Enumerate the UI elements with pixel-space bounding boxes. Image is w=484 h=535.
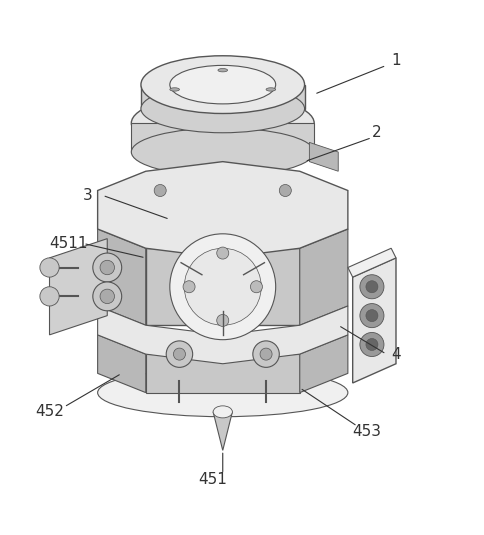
Polygon shape [98, 162, 348, 258]
Text: 3: 3 [83, 188, 93, 203]
Ellipse shape [40, 287, 59, 306]
Polygon shape [309, 142, 338, 171]
Ellipse shape [100, 289, 115, 303]
Text: 452: 452 [35, 404, 64, 419]
Polygon shape [300, 229, 348, 325]
Ellipse shape [183, 281, 195, 293]
Ellipse shape [184, 248, 261, 325]
Ellipse shape [170, 88, 180, 91]
Polygon shape [98, 229, 146, 325]
Ellipse shape [266, 88, 276, 91]
Polygon shape [131, 123, 314, 152]
Text: 4511: 4511 [49, 236, 88, 251]
Ellipse shape [166, 341, 193, 368]
Ellipse shape [170, 65, 276, 104]
Polygon shape [141, 85, 304, 109]
Polygon shape [49, 239, 107, 335]
Polygon shape [213, 412, 232, 450]
Ellipse shape [217, 315, 229, 326]
Ellipse shape [154, 185, 166, 196]
Ellipse shape [100, 261, 115, 274]
Ellipse shape [253, 341, 279, 368]
Ellipse shape [141, 85, 304, 133]
Text: 1: 1 [391, 53, 401, 68]
Ellipse shape [141, 56, 304, 113]
Ellipse shape [260, 348, 272, 360]
Ellipse shape [93, 282, 121, 311]
Ellipse shape [250, 281, 262, 293]
Ellipse shape [170, 234, 276, 340]
Ellipse shape [366, 339, 378, 350]
Ellipse shape [366, 310, 378, 322]
Text: 4: 4 [391, 347, 401, 362]
Ellipse shape [218, 68, 227, 72]
Ellipse shape [93, 253, 121, 282]
Polygon shape [348, 248, 396, 277]
Polygon shape [98, 306, 348, 364]
Ellipse shape [173, 348, 185, 360]
Ellipse shape [217, 247, 229, 259]
Ellipse shape [360, 332, 384, 356]
Ellipse shape [279, 185, 291, 196]
Polygon shape [98, 335, 146, 393]
Polygon shape [146, 354, 300, 393]
Ellipse shape [131, 128, 314, 176]
Ellipse shape [40, 258, 59, 277]
Polygon shape [146, 248, 300, 325]
Polygon shape [300, 335, 348, 393]
Text: 453: 453 [353, 424, 381, 439]
Ellipse shape [366, 281, 378, 293]
Ellipse shape [360, 274, 384, 299]
Ellipse shape [98, 369, 348, 417]
Ellipse shape [131, 94, 314, 152]
Text: 2: 2 [372, 125, 381, 140]
Polygon shape [353, 258, 396, 383]
Text: 451: 451 [199, 472, 227, 487]
Ellipse shape [213, 406, 232, 418]
Ellipse shape [360, 303, 384, 327]
